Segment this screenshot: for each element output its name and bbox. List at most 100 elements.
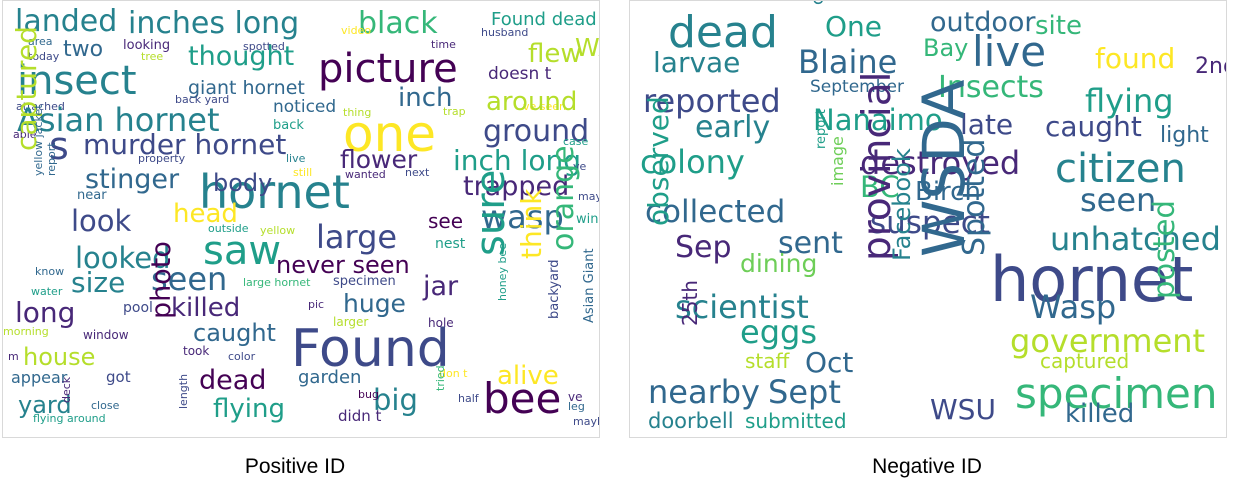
word-cloud-term: case	[563, 135, 589, 148]
word-cloud-term: maybe	[573, 415, 599, 428]
word-cloud-term: One	[825, 10, 883, 43]
word-cloud-term: tried	[434, 365, 447, 391]
word-cloud-term: may	[578, 190, 600, 203]
word-cloud-term: pic	[308, 298, 325, 311]
word-cloud-term: large	[316, 218, 398, 256]
word-cloud-term: property	[138, 152, 186, 165]
word-cloud-term: next	[405, 166, 430, 179]
word-cloud-term: pool	[123, 300, 153, 316]
word-cloud-term: September	[810, 77, 904, 97]
word-cloud-term: 2nd	[1195, 54, 1226, 79]
word-cloud-term: leg	[568, 400, 585, 413]
word-cloud-term: yellow jacket	[32, 104, 45, 176]
word-cloud-term: dining	[740, 249, 818, 278]
word-cloud-term: water	[31, 285, 63, 298]
word-cloud-term: two	[63, 37, 104, 62]
word-cloud-term: eggs	[740, 313, 817, 351]
positive-id-word-cloud: landed inches long black Found dead two looki…	[2, 0, 600, 438]
word-cloud-term: Found	[291, 319, 450, 379]
word-cloud-term: seen	[151, 260, 228, 298]
word-cloud-term: found	[1095, 42, 1176, 75]
word-cloud-term: unhatched	[1050, 220, 1221, 258]
word-cloud-term: wing	[576, 212, 599, 227]
word-cloud-term: outdoor	[930, 7, 1036, 38]
word-cloud-term: stinger	[85, 164, 180, 195]
word-cloud-term: husband	[481, 26, 529, 39]
word-cloud-term: Asian hornet	[17, 101, 220, 139]
word-cloud-term: late	[960, 108, 1014, 141]
word-cloud-term: nest	[435, 236, 466, 252]
word-cloud-term: bee	[483, 374, 562, 423]
word-cloud-term: didn t	[338, 407, 382, 425]
word-cloud-term: flying	[213, 394, 285, 424]
word-cloud-term: hornet	[199, 165, 350, 219]
positive-id-caption: Positive ID	[244, 455, 346, 478]
word-cloud-term: flower	[340, 145, 418, 174]
word-cloud-term: got	[106, 368, 131, 386]
word-cloud-term: inch long	[453, 144, 581, 177]
word-cloud-term: big	[373, 383, 418, 417]
word-cloud-term: killed	[171, 293, 241, 323]
word-cloud-term: Asian Giant	[582, 248, 597, 323]
word-cloud-term: outside	[208, 222, 249, 235]
word-cloud-term: landed	[15, 4, 118, 39]
word-cloud-term: half	[458, 392, 479, 405]
word-cloud-term: Birch	[915, 177, 981, 207]
word-cloud-term: ve	[573, 160, 587, 173]
word-cloud-term: flying	[1085, 82, 1174, 120]
word-cloud-term: size	[71, 266, 126, 299]
word-cloud-term: early	[695, 110, 771, 145]
word-cloud-term: giant hornet	[188, 77, 305, 99]
word-cloud-term: long	[15, 296, 76, 329]
word-cloud-term: trapped	[463, 171, 570, 202]
word-cloud-term: never seen	[276, 251, 410, 279]
word-cloud-term: spotted	[243, 40, 285, 53]
word-cloud-term: back yard	[175, 93, 230, 106]
word-cloud-term: yellow	[260, 224, 296, 237]
word-cloud-term: black	[358, 6, 438, 41]
word-cloud-term: wasp	[481, 198, 564, 236]
word-cloud-term: inch	[398, 83, 453, 113]
word-cloud-term: larger	[333, 315, 369, 329]
word-cloud-term: observed	[642, 96, 675, 226]
word-cloud-term: window	[83, 328, 129, 342]
word-cloud-term: posted	[1147, 200, 1181, 299]
word-cloud-term: time	[431, 38, 456, 51]
word-cloud-term: around	[486, 87, 578, 117]
word-cloud-term: seen	[1080, 181, 1157, 219]
word-cloud-term: 25th	[678, 280, 702, 326]
word-cloud-term: head	[173, 199, 238, 229]
word-cloud-term: larvae	[653, 46, 741, 79]
word-cloud-term: dead	[668, 7, 778, 58]
word-cloud-term: took	[183, 344, 210, 358]
word-cloud-term: looked	[75, 241, 171, 275]
word-cloud-term: captured	[1040, 349, 1130, 373]
word-cloud-term: saw	[203, 228, 282, 274]
word-cloud-term: deck	[60, 376, 73, 403]
word-cloud-term: flying around	[33, 412, 106, 425]
word-cloud-term: flew	[528, 39, 582, 69]
word-cloud-term: murder hornet	[83, 128, 287, 161]
word-cloud-term: Oct	[805, 346, 854, 379]
word-cloud-term: cam	[808, 1, 828, 5]
word-cloud-term: alive	[497, 361, 559, 391]
word-cloud-term: hornet	[990, 243, 1194, 316]
word-cloud-term: honey bee	[496, 243, 509, 301]
word-cloud-term: hole	[428, 316, 454, 330]
word-cloud-term: specimen	[1015, 369, 1218, 418]
word-cloud-term: know	[35, 265, 65, 278]
word-cloud-term: site	[1035, 11, 1082, 41]
word-cloud-term: scientist	[675, 288, 809, 326]
word-cloud-term: Sept	[768, 373, 841, 411]
word-cloud-term: destroyed	[860, 144, 1021, 182]
word-cloud-term: report	[45, 142, 58, 176]
word-cloud-term: WSU	[930, 393, 996, 426]
word-cloud-term: morning	[3, 325, 49, 338]
word-cloud-term: collected	[645, 194, 786, 230]
word-cloud-term: ve seen	[523, 100, 567, 113]
word-cloud-term: m	[8, 350, 19, 363]
word-cloud-term: looking	[123, 38, 171, 53]
word-cloud-term: killed	[1065, 399, 1135, 429]
word-cloud-term: suspect	[870, 205, 990, 241]
